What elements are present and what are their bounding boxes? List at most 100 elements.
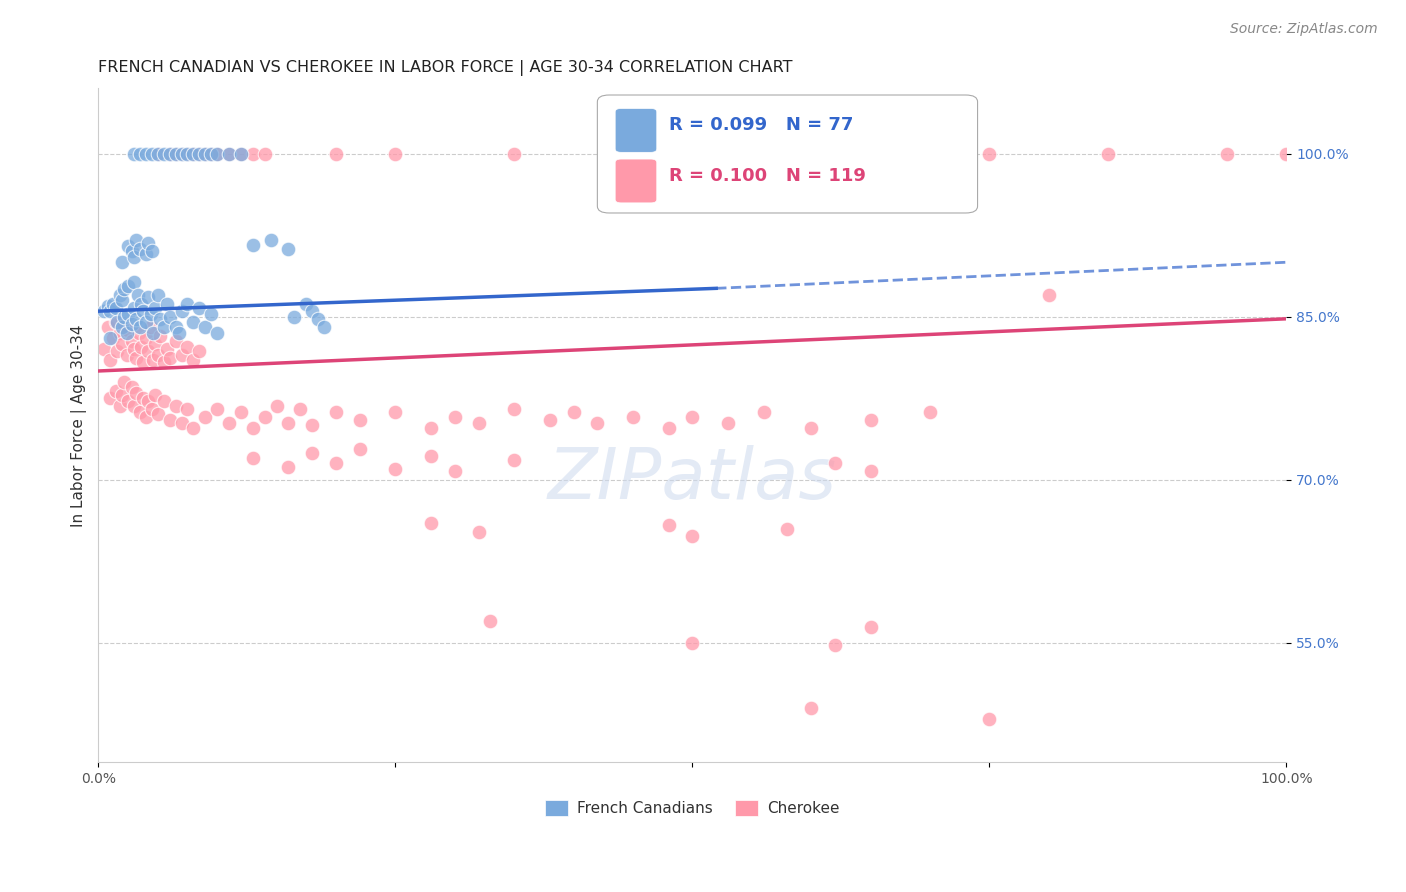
Point (98, 353, 121, 368)
Point (136, 235, 159, 250)
Point (859, 619, 882, 633)
Point (122, 301, 145, 315)
Point (277, 459, 299, 474)
Point (752, 405, 775, 419)
Point (117, 323, 139, 337)
Point (205, 326, 228, 340)
Point (229, 405, 252, 419)
Point (136, 290, 159, 304)
Point (129, 242, 152, 256)
Point (146, 408, 169, 422)
Point (188, 301, 211, 315)
Point (1216, 146, 1239, 161)
Point (301, 304, 323, 318)
Point (146, 146, 169, 161)
Point (101, 331, 124, 345)
Point (105, 384, 128, 398)
Point (146, 348, 169, 362)
Point (111, 293, 134, 308)
Point (122, 399, 145, 413)
Point (156, 296, 179, 310)
Point (479, 614, 502, 628)
Point (125, 351, 148, 365)
Point (170, 146, 193, 161)
Point (218, 146, 240, 161)
Point (325, 457, 347, 471)
Point (170, 416, 193, 430)
Point (918, 405, 941, 419)
Point (135, 331, 157, 345)
Point (681, 636, 703, 650)
Point (979, 712, 1001, 726)
Point (156, 343, 179, 357)
Point (176, 146, 198, 161)
Point (125, 234, 148, 248)
Point (125, 385, 148, 400)
Point (183, 315, 205, 329)
Point (152, 320, 174, 334)
Point (117, 394, 139, 409)
Point (111, 388, 134, 402)
Point (384, 462, 406, 476)
Point (307, 311, 329, 326)
Text: R = 0.100   N = 119: R = 0.100 N = 119 (669, 167, 866, 185)
Point (420, 420, 443, 434)
Point (145, 388, 167, 402)
Point (658, 420, 681, 434)
Point (117, 239, 139, 253)
Point (229, 146, 252, 161)
Point (800, 701, 823, 715)
Point (443, 464, 465, 478)
Point (717, 416, 740, 430)
Point (859, 413, 882, 427)
Point (105, 315, 128, 329)
Point (141, 244, 163, 259)
Point (384, 146, 406, 161)
Point (586, 416, 609, 430)
Point (114, 282, 136, 296)
Point (121, 244, 143, 259)
Point (621, 146, 644, 161)
Point (159, 146, 181, 161)
Point (290, 402, 312, 417)
Point (165, 399, 187, 413)
Point (142, 353, 165, 368)
Point (170, 146, 193, 161)
FancyBboxPatch shape (616, 109, 657, 153)
Point (145, 301, 167, 315)
Point (776, 522, 799, 536)
Point (194, 146, 217, 161)
Point (183, 420, 205, 434)
Point (146, 146, 169, 161)
Point (114, 318, 136, 333)
Point (194, 320, 217, 334)
Point (200, 146, 222, 161)
Point (165, 320, 187, 334)
Point (135, 146, 157, 161)
Point (127, 288, 149, 302)
Point (122, 275, 145, 289)
Point (111, 336, 134, 351)
Point (167, 326, 190, 340)
Point (159, 413, 181, 427)
Point (111, 320, 134, 334)
Point (121, 334, 143, 348)
Point (681, 529, 703, 543)
Point (176, 296, 198, 310)
Point (149, 311, 172, 326)
Point (277, 242, 299, 256)
Point (824, 457, 846, 471)
Point (658, 518, 681, 533)
Point (325, 146, 347, 161)
Point (384, 405, 406, 419)
Point (152, 146, 174, 161)
Point (176, 340, 198, 354)
Point (114, 375, 136, 389)
Point (117, 308, 139, 322)
Point (218, 416, 240, 430)
Text: FRENCH CANADIAN VS CHEROKEE IN LABOR FORCE | AGE 30-34 CORRELATION CHART: FRENCH CANADIAN VS CHEROKEE IN LABOR FOR… (98, 60, 793, 76)
Point (562, 405, 585, 419)
Point (152, 355, 174, 369)
Point (183, 146, 205, 161)
Point (132, 355, 155, 369)
